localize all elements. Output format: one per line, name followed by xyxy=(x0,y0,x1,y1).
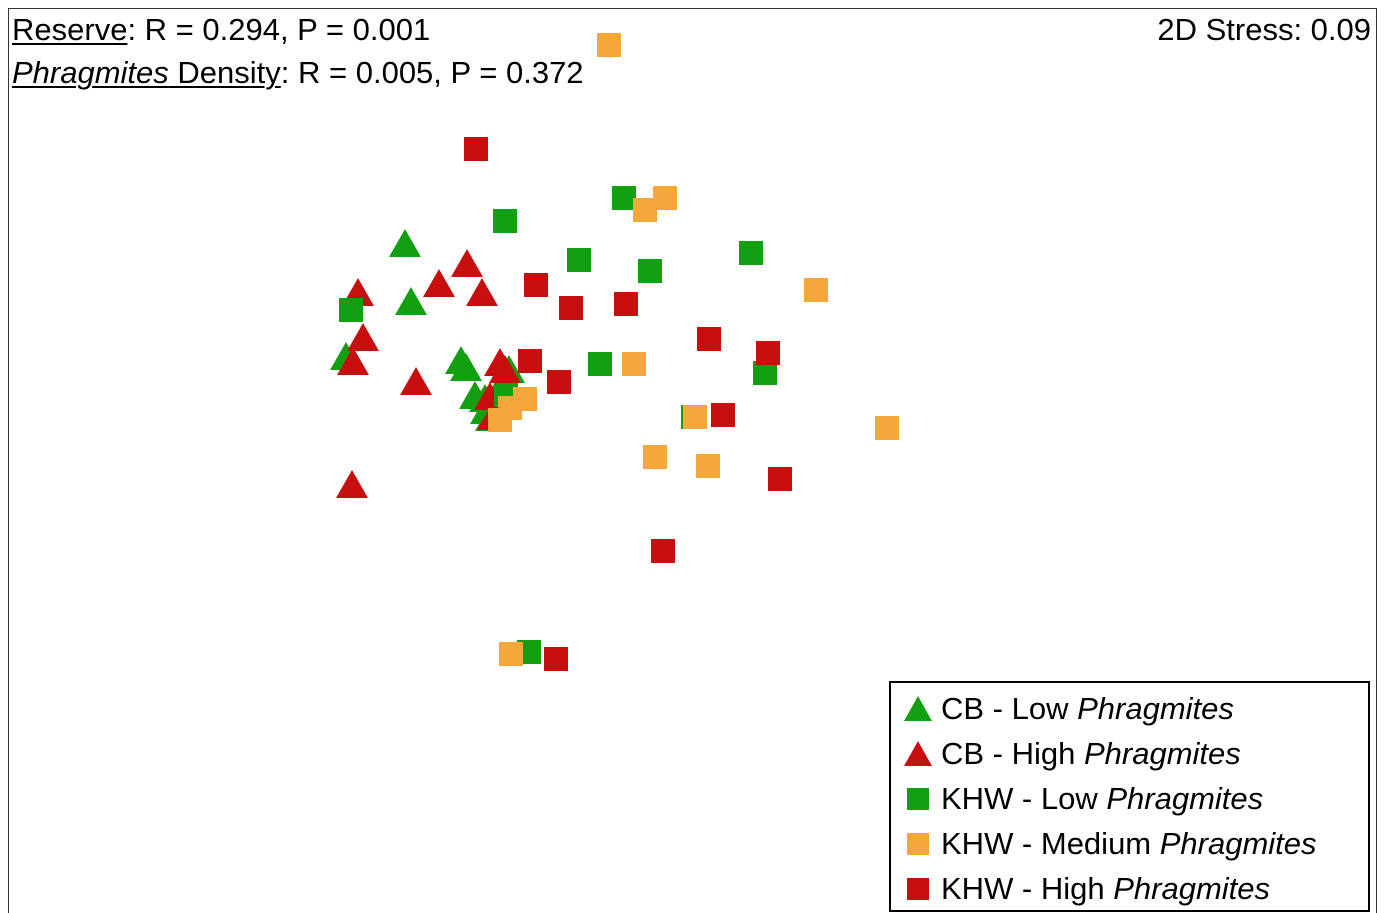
point-square-s2-p0 xyxy=(493,209,517,233)
point-square-s2-p1 xyxy=(612,186,636,210)
legend-prefix: KHW - High xyxy=(941,871,1114,906)
legend-prefix: CB - High xyxy=(941,736,1084,771)
legend-item-khw-high: KHW - High Phragmites xyxy=(903,869,1270,909)
density-stats: : R = 0.005, P = 0.372 xyxy=(280,55,584,90)
point-square-s4-p5 xyxy=(756,341,780,365)
orange-square-icon xyxy=(907,833,929,855)
legend-prefix: KHW - Medium xyxy=(941,826,1160,861)
point-triangle-s0-p4 xyxy=(450,353,482,381)
legend-item-khw-low: KHW - Low Phragmites xyxy=(903,779,1263,819)
legend-italic: Phragmites xyxy=(1113,871,1271,906)
green-square-icon xyxy=(907,788,929,810)
point-square-s4-p10 xyxy=(651,539,675,563)
legend: CB - Low Phragmites CB - High Phragmites… xyxy=(889,681,1370,912)
point-square-s2-p2 xyxy=(567,248,591,272)
point-triangle-s1-p1 xyxy=(423,269,455,297)
legend-italic: Phragmites xyxy=(1077,691,1234,726)
point-square-s4-p1 xyxy=(524,273,548,297)
point-triangle-s1-p2 xyxy=(466,278,498,306)
point-square-s2-p3 xyxy=(638,259,662,283)
point-triangle-s1-p8 xyxy=(489,355,521,383)
stress-value: 2D Stress: 0.09 xyxy=(1157,12,1371,47)
point-square-s4-p9 xyxy=(768,467,792,491)
point-square-s4-p4 xyxy=(697,327,721,351)
reserve-stats: : R = 0.294, P = 0.001 xyxy=(127,12,431,47)
point-square-s4-p11 xyxy=(544,647,568,671)
point-triangle-s0-p1 xyxy=(395,287,427,315)
point-square-s3-p0 xyxy=(597,33,621,57)
point-triangle-s0-p0 xyxy=(389,229,421,257)
red-triangle-icon xyxy=(904,741,932,766)
reserve-stat: Reserve: R = 0.294, P = 0.001 xyxy=(12,14,430,45)
point-square-s4-p3 xyxy=(614,292,638,316)
red-square-icon xyxy=(907,878,929,900)
legend-item-cb-low: CB - Low Phragmites xyxy=(903,689,1234,729)
point-square-s3-p7 xyxy=(488,408,512,432)
density-stat: Phragmites Density: R = 0.005, P = 0.372 xyxy=(12,57,584,88)
point-square-s3-p9 xyxy=(875,416,899,440)
point-square-s2-p5 xyxy=(339,298,363,322)
legend-italic: Phragmites xyxy=(1083,736,1241,771)
legend-prefix: KHW - Low xyxy=(941,781,1107,816)
point-triangle-s1-p5 xyxy=(337,347,369,375)
legend-item-cb-high: CB - High Phragmites xyxy=(903,734,1241,774)
point-square-s2-p4 xyxy=(739,241,763,265)
point-triangle-s1-p4 xyxy=(347,323,379,351)
point-square-s2-p6 xyxy=(588,352,612,376)
point-square-s3-p12 xyxy=(499,642,523,666)
green-triangle-icon xyxy=(904,696,932,721)
point-triangle-s1-p6 xyxy=(400,367,432,395)
point-square-s3-p11 xyxy=(696,454,720,478)
point-square-s3-p3 xyxy=(804,278,828,302)
density-label-rest: Density xyxy=(168,55,281,90)
point-square-s4-p2 xyxy=(559,296,583,320)
point-square-s4-p8 xyxy=(711,403,735,427)
point-square-s3-p2 xyxy=(633,198,657,222)
legend-prefix: CB - Low xyxy=(941,691,1078,726)
point-triangle-s1-p0 xyxy=(451,249,483,277)
legend-italic: Phragmites xyxy=(1159,826,1317,861)
point-triangle-s1-p11 xyxy=(336,470,368,498)
point-square-s4-p0 xyxy=(464,137,488,161)
legend-italic: Phragmites xyxy=(1106,781,1264,816)
point-square-s3-p8 xyxy=(683,405,707,429)
point-square-s3-p4 xyxy=(622,352,646,376)
plot-frame xyxy=(8,8,1377,913)
legend-item-khw-medium: KHW - Medium Phragmites xyxy=(903,824,1317,864)
density-label-italic: Phragmites xyxy=(12,55,169,90)
point-square-s3-p10 xyxy=(643,445,667,469)
point-square-s4-p6 xyxy=(518,349,542,373)
point-square-s4-p7 xyxy=(547,370,571,394)
reserve-label: Reserve xyxy=(12,12,128,47)
